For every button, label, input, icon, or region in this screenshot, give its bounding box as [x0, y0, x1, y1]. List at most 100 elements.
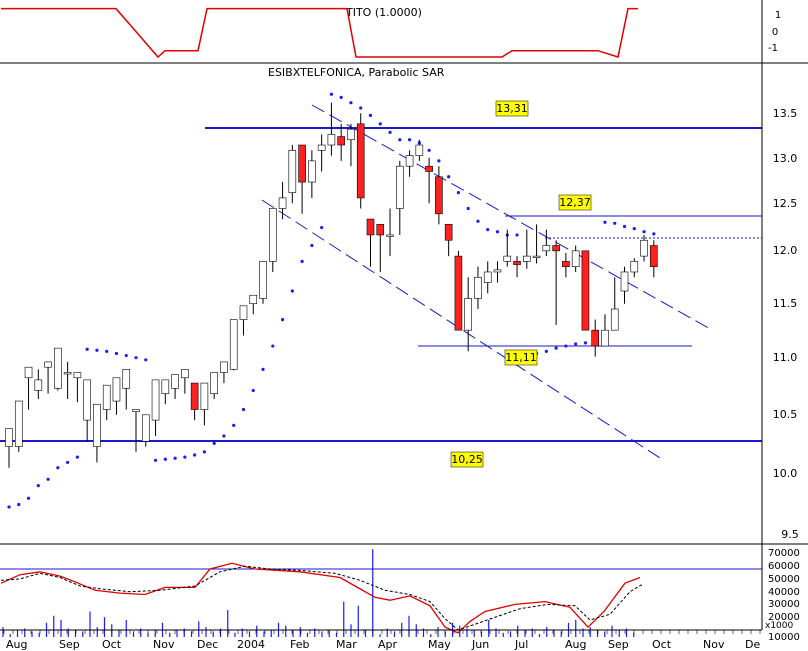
vol-tick-50000: 50000 — [768, 574, 800, 585]
trendline-upper — [311, 104, 713, 331]
candle — [239, 305, 248, 336]
candle-body — [141, 414, 150, 442]
sar-dot — [642, 230, 646, 234]
candle-body — [220, 361, 228, 373]
candle — [151, 379, 160, 436]
sar-dot — [407, 138, 412, 142]
candle — [552, 240, 560, 325]
x-label-2004: 2004 — [237, 638, 265, 651]
candlesticks — [5, 102, 658, 468]
candle-body — [44, 361, 52, 368]
x-label-aug2: Aug — [565, 638, 586, 651]
candle — [34, 369, 43, 399]
candle — [356, 113, 365, 209]
candle-body — [278, 197, 287, 209]
candle-body — [151, 379, 160, 421]
sar-dot — [329, 92, 334, 96]
sar-dot — [310, 243, 314, 248]
sar-dot — [95, 348, 99, 352]
x-label-oct2: Oct — [652, 638, 672, 651]
candle-body — [435, 176, 443, 215]
candle-body — [601, 329, 609, 347]
sar-dot — [378, 122, 382, 126]
candle-body — [93, 403, 101, 447]
label-12-37: 12,37 — [558, 194, 592, 211]
sar-dot — [46, 477, 50, 481]
candle — [200, 382, 209, 426]
candle-body — [132, 409, 140, 412]
sar-dot — [622, 224, 627, 229]
candle-body — [640, 239, 648, 257]
candle — [44, 361, 52, 394]
indicator-tick-neg1: -1 — [768, 43, 778, 54]
candle — [298, 144, 306, 214]
candle — [601, 314, 609, 347]
candle-body — [24, 366, 33, 379]
label-13-31: 13,31 — [495, 100, 529, 117]
candle-body — [620, 271, 629, 292]
candle — [259, 261, 267, 304]
candle — [425, 157, 433, 204]
candle — [610, 277, 619, 331]
candle-body — [571, 250, 580, 267]
candle-body — [630, 261, 639, 273]
x-label-jun: Jun — [471, 638, 489, 651]
price-y-axis: 13.5 13.0 12.5 12.0 11.5 11.0 10.5 10.0 … — [773, 107, 799, 541]
candle — [171, 374, 179, 399]
price-panel: ESIBXTELFONICA, Parabolic SAR 13.5 13.0 … — [0, 66, 799, 541]
candle-body — [83, 379, 91, 421]
x-label-sep2: Sep — [608, 638, 629, 651]
sar-dot — [290, 289, 294, 293]
x-label-may: May — [428, 638, 451, 651]
candle-body — [464, 298, 472, 331]
sar-dot — [85, 347, 89, 351]
label-10-25: 10,25 — [450, 451, 484, 468]
candle-body — [425, 165, 433, 172]
x-label-feb: Feb — [290, 638, 309, 651]
candle-body — [288, 150, 297, 193]
sar-dot — [368, 113, 373, 117]
sar-dot — [486, 228, 490, 232]
sar-dot — [495, 230, 500, 234]
candle — [542, 229, 551, 257]
price-tick-11-5: 11.5 — [773, 297, 798, 310]
vol-tick-30000: 30000 — [768, 599, 800, 610]
candle — [415, 139, 424, 161]
candle — [630, 258, 639, 278]
candle — [132, 409, 140, 452]
candle — [503, 229, 512, 267]
candle — [620, 266, 629, 304]
label-12-37-text: 12,37 — [559, 196, 591, 209]
candle — [73, 372, 82, 403]
sar-dot — [456, 191, 461, 195]
candle-body — [483, 271, 492, 283]
x-label-mar: Mar — [336, 638, 357, 651]
x-label-sep: Sep — [59, 638, 80, 651]
candle-body — [356, 123, 365, 199]
candle-body — [239, 305, 248, 320]
price-tick-12-0: 12.0 — [773, 244, 798, 257]
sar-dot — [447, 175, 451, 179]
price-tick-13-0: 13.0 — [773, 152, 798, 165]
candle — [102, 384, 111, 421]
candle — [5, 428, 13, 468]
candle-body — [650, 245, 658, 267]
sar-dot — [515, 233, 519, 237]
vol-multiplier: x1000 — [765, 621, 794, 631]
candle — [327, 102, 336, 156]
candle — [93, 403, 101, 463]
vol-tick-60000: 60000 — [768, 561, 800, 572]
candle-body — [54, 347, 62, 389]
candle — [562, 252, 570, 278]
candle-body — [444, 224, 453, 241]
sar-dot — [153, 458, 158, 462]
candle-body — [190, 382, 199, 410]
candle — [405, 150, 414, 177]
sar-dot — [232, 423, 236, 427]
vol-tick-10000: 10000 — [768, 632, 800, 643]
indicator-tick-1: 1 — [775, 10, 781, 21]
candle-body — [73, 372, 82, 379]
sar-dot — [241, 407, 246, 412]
candle — [54, 347, 62, 391]
candle-body — [454, 255, 463, 331]
